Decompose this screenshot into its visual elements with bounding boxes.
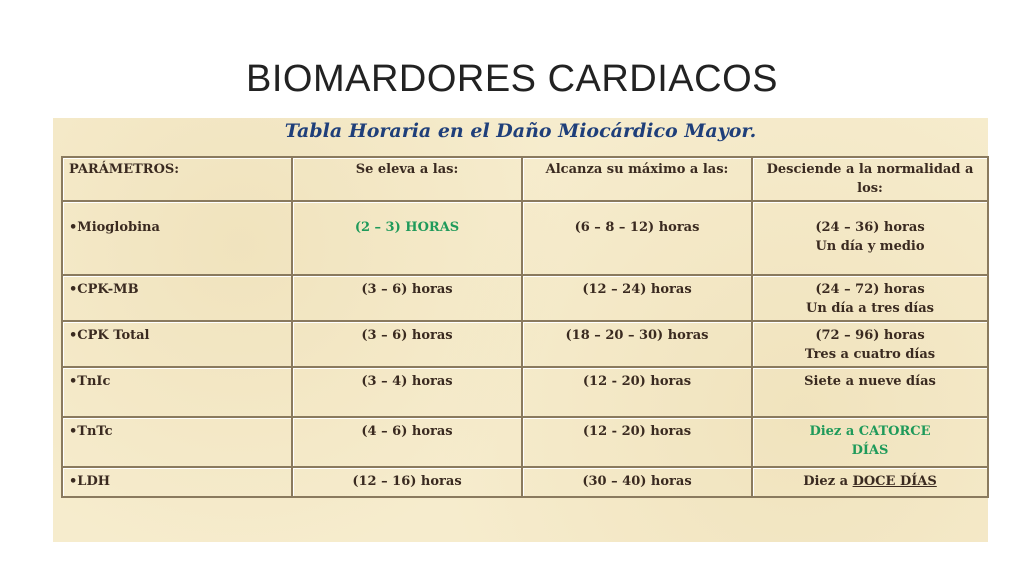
rise-cell: (3 – 6) horas [291, 320, 523, 368]
header-normal: Desciende a la normalidad a los: [751, 156, 989, 202]
param-cell: •CPK Total [61, 320, 293, 368]
table-row: •CPK Total (3 – 6) horas (18 – 20 – 30) … [61, 320, 989, 368]
table-row: •CPK-MB (3 – 6) horas (12 – 24) horas (2… [61, 274, 989, 322]
rise-cell: (3 – 6) horas [291, 274, 523, 322]
normal-line-1: (24 – 72) horas [815, 282, 925, 297]
normal-cell: (72 – 96) horas Tres a cuatro días [751, 320, 989, 368]
normal-prefix: Diez a [803, 474, 853, 489]
normal-line-2: Un día y medio [815, 239, 925, 254]
normal-line-1: (72 – 96) horas [815, 328, 925, 343]
normal-line-1: Diez a CATORCE [809, 424, 931, 439]
peak-cell: (12 – 24) horas [521, 274, 753, 322]
table-title: Tabla Horaria en el Daño Miocárdico Mayo… [284, 120, 757, 142]
rise-cell: (4 – 6) horas [291, 416, 523, 468]
normal-line-2: DÍAS [851, 443, 889, 458]
normal-cell: (24 – 72) horas Un día a tres días [751, 274, 989, 322]
normal-line-2: Tres a cuatro días [804, 347, 936, 362]
header-peak: Alcanza su máximo a las: [521, 156, 753, 202]
normal-cell: (24 – 36) horas Un día y medio [751, 200, 989, 276]
biomarker-table-image: Tabla Horaria en el Daño Miocárdico Mayo… [53, 118, 989, 542]
table-row: •LDH (12 – 16) horas (30 – 40) horas Die… [61, 466, 989, 498]
table-row: •TnIc (3 – 4) horas (12 - 20) horas Siet… [61, 366, 989, 418]
param-cell: •TnTc [61, 416, 293, 468]
peak-cell: (12 - 20) horas [521, 416, 753, 468]
rise-cell: (12 – 16) horas [291, 466, 523, 498]
peak-cell: (30 – 40) horas [521, 466, 753, 498]
table-row: •Mioglobina (2 – 3) HORAS (6 – 8 – 12) h… [61, 200, 989, 276]
normal-cell: Diez a DOCE DÍAS [751, 466, 989, 498]
peak-cell: (18 – 20 – 30) horas [521, 320, 753, 368]
peak-cell: (12 - 20) horas [521, 366, 753, 418]
normal-cell: Siete a nueve días [751, 366, 989, 418]
param-cell: •CPK-MB [61, 274, 293, 322]
rise-cell: (2 – 3) HORAS [291, 200, 523, 276]
biomarker-timing-table: PARÁMETROS: Se eleva a las: Alcanza su m… [61, 156, 989, 498]
param-cell: •TnIc [61, 366, 293, 418]
header-rise: Se eleva a las: [291, 156, 523, 202]
normal-line-2: Un día a tres días [806, 301, 934, 316]
param-cell: •LDH [61, 466, 293, 498]
slide-title: BIOMARDORES CARDIACOS [245, 58, 779, 100]
normal-emphasis: DOCE DÍAS [852, 474, 937, 489]
table-row: •TnTc (4 – 6) horas (12 - 20) horas Diez… [61, 416, 989, 468]
rise-cell: (3 – 4) horas [291, 366, 523, 418]
param-cell: •Mioglobina [61, 200, 293, 276]
peak-cell: (6 – 8 – 12) horas [521, 200, 753, 276]
header-parameters: PARÁMETROS: [61, 156, 293, 202]
normal-cell: Diez a CATORCE DÍAS [751, 416, 989, 468]
normal-line-1: (24 – 36) horas [815, 220, 925, 235]
table-header-row: PARÁMETROS: Se eleva a las: Alcanza su m… [61, 156, 989, 202]
